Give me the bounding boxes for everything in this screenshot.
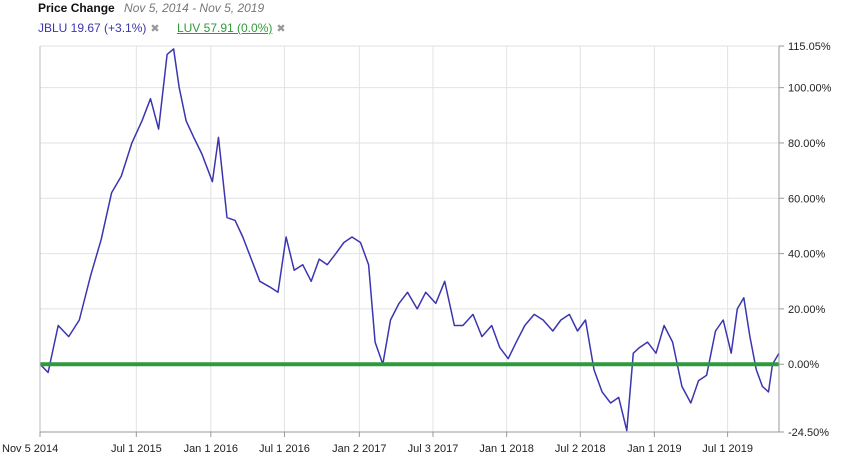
y-tick-label: 0.00% — [788, 359, 819, 371]
x-tick-label: Jan 1 2016 — [184, 443, 238, 455]
legend-item-jblu[interactable]: JBLU 19.67 (+3.1%) ✖ — [38, 21, 160, 35]
chart-title: Price Change — [38, 1, 115, 15]
y-tick-label: 100.00% — [788, 83, 832, 95]
grid — [39, 45, 779, 433]
series-layer — [39, 48, 780, 432]
y-tick-label: 20.00% — [788, 304, 826, 316]
y-tick-label: 115.05% — [788, 41, 831, 53]
y-tick-label: 60.00% — [788, 193, 826, 205]
x-tick-label: Jul 2 2018 — [555, 443, 606, 455]
x-tick-label: Nov 5 2014 — [2, 443, 58, 455]
remove-jblu-icon[interactable]: ✖ — [150, 23, 160, 35]
x-tick-label: Jan 2 2017 — [332, 443, 386, 455]
legend-item-luv[interactable]: LUV 57.91 (0.0%) ✖ — [177, 21, 286, 35]
axes: Nov 5 2014 Jul 1 2015 Jan 1 2016 Jul 1 2016… — [2, 41, 832, 455]
y-tick-label: 40.00% — [788, 249, 826, 261]
x-tick-label: Jul 1 2016 — [259, 443, 310, 455]
x-tick-label: Jul 1 2019 — [702, 443, 753, 455]
x-tick-label: Jan 1 2019 — [627, 443, 681, 455]
chart-header: Price Change Nov 5, 2014 - Nov 5, 2019 — [38, 1, 264, 15]
legend-label-jblu[interactable]: JBLU 19.67 (+3.1%) — [38, 21, 147, 35]
x-tick-label: Jan 1 2018 — [479, 443, 533, 455]
y-tick-label: 80.00% — [788, 138, 826, 150]
y-tick-label: -24.50% — [788, 427, 829, 439]
legend: JBLU 19.67 (+3.1%) ✖ LUV 57.91 (0.0%) ✖ — [38, 21, 296, 35]
series-line-jblu — [39, 48, 780, 432]
legend-label-luv[interactable]: LUV 57.91 (0.0%) — [176, 21, 273, 35]
x-tick-label: Jul 3 2017 — [408, 443, 459, 455]
date-range: Nov 5, 2014 - Nov 5, 2019 — [124, 1, 265, 15]
x-tick-label: Jul 1 2015 — [111, 443, 162, 455]
remove-luv-icon[interactable]: ✖ — [276, 23, 286, 35]
